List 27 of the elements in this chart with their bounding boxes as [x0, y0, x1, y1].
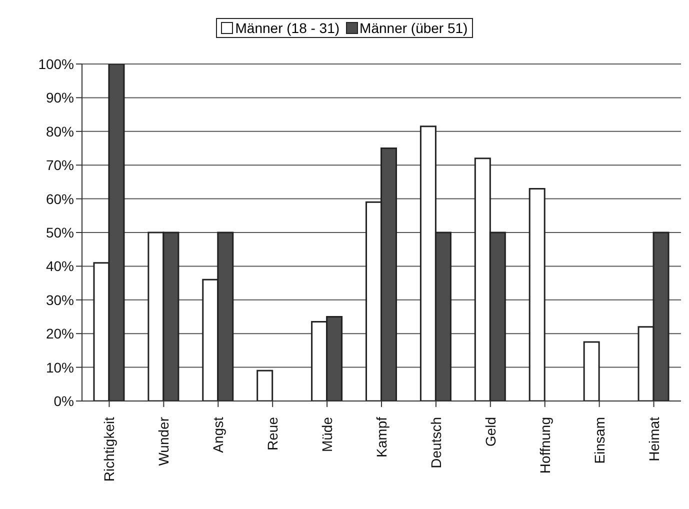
- x-tick-label: Geld: [482, 417, 498, 447]
- y-tick-label: 10%: [46, 359, 74, 376]
- x-tick-label: Kampf: [374, 416, 390, 458]
- x-tick-label: Hoffnung: [536, 417, 553, 474]
- y-tick-label: 70%: [46, 157, 74, 174]
- legend-label: Männer (über 51): [358, 20, 468, 36]
- y-tick-label: 80%: [46, 123, 74, 140]
- y-tick-label: 30%: [46, 292, 74, 308]
- x-tick-label: Einsam: [591, 417, 608, 464]
- y-tick-label: 100%: [38, 56, 74, 72]
- y-tick-label: 20%: [46, 326, 74, 342]
- x-tick-label: Angst: [210, 416, 226, 453]
- x-tick-label: Deutsch: [428, 417, 444, 468]
- y-tick-label: 60%: [46, 190, 74, 207]
- bar: [256, 370, 274, 401]
- x-tick-label: Müde: [319, 416, 336, 452]
- x-tick-label: Wunder: [156, 416, 172, 466]
- y-tick-label: 50%: [46, 224, 74, 240]
- bar: [528, 188, 546, 401]
- bar: [583, 341, 600, 401]
- y-tick-label: 90%: [46, 90, 74, 106]
- y-tick-label: 0%: [54, 392, 74, 409]
- x-tick-label: Heimat: [646, 416, 662, 462]
- x-tick-label: Richtigkeit: [101, 416, 118, 482]
- y-tick-label: 40%: [46, 258, 74, 274]
- legend-label: Männer (18 - 31): [234, 20, 340, 36]
- x-tick-label: Reue: [264, 416, 281, 450]
